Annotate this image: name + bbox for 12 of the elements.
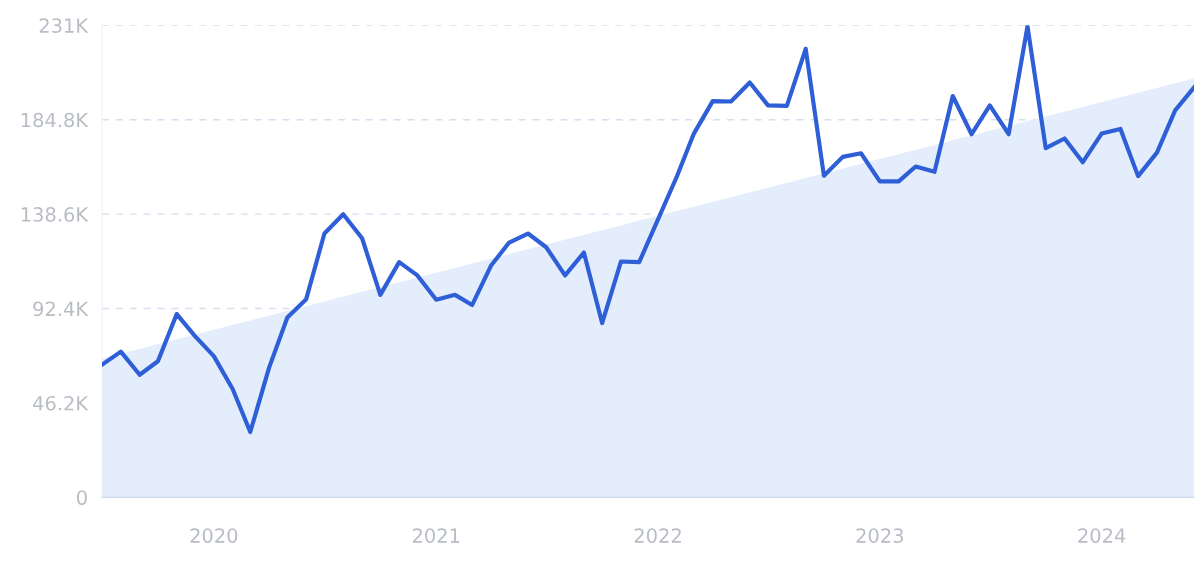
x-tick-label: 2024 (1078, 528, 1126, 543)
line-series (102, 25, 1194, 435)
y-tick-label: 184.8K (21, 112, 89, 128)
y-tick-label: 92.4K (33, 301, 89, 317)
y-tick-label: 0 (77, 490, 87, 506)
x-tick-label: 2023 (856, 528, 904, 543)
y-tick-label: 46.2K (33, 395, 89, 411)
x-tick-label: 2021 (412, 528, 460, 543)
y-tick-label: 138.6K (21, 207, 89, 222)
x-tick-label: 2022 (634, 528, 681, 543)
x-tick-label: 2020 (190, 528, 238, 543)
y-tick-label: 231K (39, 18, 89, 33)
